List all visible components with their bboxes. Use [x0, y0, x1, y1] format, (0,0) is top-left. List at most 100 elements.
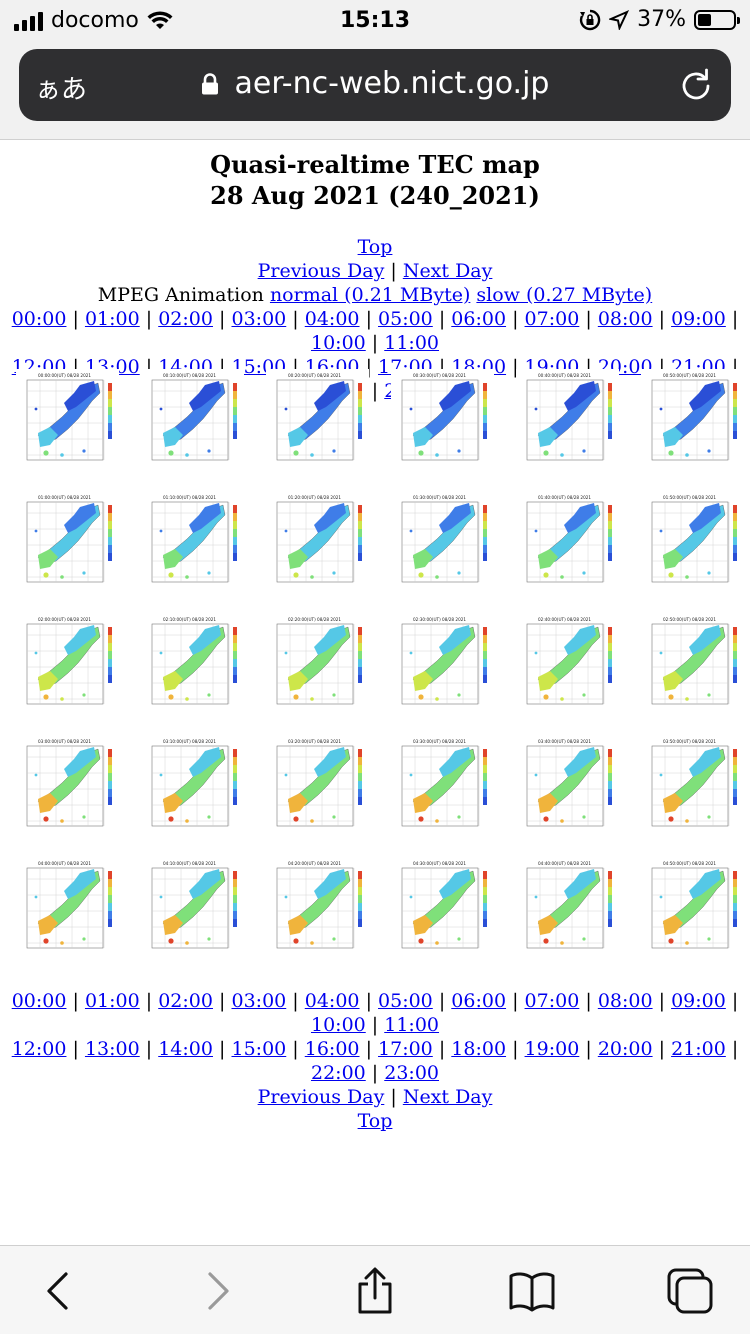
top-link[interactable]: Top — [357, 1110, 393, 1132]
hour-link[interactable]: 13:00 — [84, 1038, 140, 1060]
tec-map-image: 02:40:00(UT) 08/28 2021 — [526, 617, 612, 705]
tec-map-thumbnail[interactable]: 03:40:00(UT) 08/28 2021 — [516, 735, 619, 838]
previous-day-link[interactable]: Previous Day — [257, 260, 385, 282]
hour-link[interactable]: 14:00 — [158, 1038, 213, 1060]
tec-map-thumbnail[interactable]: 00:30:00(UT) 08/28 2021 — [391, 369, 494, 472]
tec-map-thumbnail[interactable]: 01:00:00(UT) 08/28 2021 — [16, 491, 119, 594]
tec-map-thumbnail[interactable]: 04:10:00(UT) 08/28 2021 — [141, 857, 244, 960]
hour-link[interactable]: 10:00 — [310, 1014, 366, 1036]
hour-link[interactable]: 07:00 — [524, 308, 580, 330]
address-bar[interactable]: ぁあ aer-nc-web.nict.go.jp — [19, 49, 731, 121]
tec-map-thumbnail[interactable]: 03:10:00(UT) 08/28 2021 — [141, 735, 244, 838]
tec-map-thumbnail[interactable]: 04:30:00(UT) 08/28 2021 — [391, 857, 494, 960]
hour-link[interactable]: 18:00 — [451, 1038, 507, 1060]
tec-map-thumbnail[interactable]: 04:40:00(UT) 08/28 2021 — [516, 857, 619, 960]
next-day-link[interactable]: Next Day — [402, 260, 493, 282]
hour-link[interactable]: 05:00 — [378, 308, 433, 330]
tec-map-thumbnail[interactable]: 01:20:00(UT) 08/28 2021 — [266, 491, 369, 594]
reload-icon[interactable] — [679, 67, 713, 101]
hour-link[interactable]: 03:00 — [231, 308, 287, 330]
tec-map-thumbnail[interactable]: 04:00:00(UT) 08/28 2021 — [16, 857, 119, 960]
separator: | — [658, 356, 666, 378]
tec-map-thumbnail[interactable]: 01:10:00(UT) 08/28 2021 — [141, 491, 244, 594]
previous-day-link[interactable]: Previous Day — [257, 1086, 385, 1108]
map-timestamp: 03:50:00(UT) 08/28 2021 — [663, 739, 716, 744]
tec-map-thumbnail[interactable]: 04:20:00(UT) 08/28 2021 — [266, 857, 369, 960]
mpeg-normal-link[interactable]: normal (0.21 MByte) — [269, 284, 471, 306]
back-button[interactable] — [33, 1266, 83, 1316]
location-icon — [609, 9, 630, 30]
tec-map-thumbnail[interactable]: 04:50:00(UT) 08/28 2021 — [641, 857, 744, 960]
tec-map-thumbnail[interactable]: 02:50:00(UT) 08/28 2021 — [641, 613, 744, 716]
tec-map-thumbnail[interactable]: 01:30:00(UT) 08/28 2021 — [391, 491, 494, 594]
tec-map-thumbnail[interactable]: 03:50:00(UT) 08/28 2021 — [641, 735, 744, 838]
hour-link[interactable]: 16:00 — [304, 1038, 360, 1060]
tec-map-thumbnail[interactable]: 00:10:00(UT) 08/28 2021 — [141, 369, 244, 472]
url-display[interactable]: aer-nc-web.nict.go.jp — [19, 66, 731, 101]
text-size-button[interactable]: ぁあ — [35, 75, 88, 105]
map-row: 00:00:00(UT) 08/28 2021 00:10:00(UT) 08/2… — [16, 369, 744, 472]
separator: | — [512, 1038, 519, 1060]
hour-link[interactable]: 08:00 — [597, 308, 653, 330]
tec-map-thumbnail[interactable]: 00:20:00(UT) 08/28 2021 — [266, 369, 369, 472]
hour-link[interactable]: 11:00 — [384, 1014, 440, 1036]
hour-link[interactable]: 01:00 — [84, 990, 140, 1012]
hour-link[interactable]: 04:00 — [304, 990, 360, 1012]
tec-map-image: 01:00:00(UT) 08/28 2021 — [26, 495, 112, 583]
tec-map-thumbnail[interactable]: 02:10:00(UT) 08/28 2021 — [141, 613, 244, 716]
hour-link[interactable]: 19:00 — [524, 1038, 580, 1060]
hour-link[interactable]: 01:00 — [84, 308, 140, 330]
next-day-link[interactable]: Next Day — [402, 1086, 493, 1108]
hour-link[interactable]: 10:00 — [310, 332, 366, 354]
hour-link[interactable]: 06:00 — [451, 990, 507, 1012]
hour-link[interactable]: 09:00 — [671, 990, 726, 1012]
forward-button[interactable] — [193, 1266, 243, 1316]
separator: | — [365, 1038, 372, 1060]
hour-link[interactable]: 03:00 — [231, 990, 287, 1012]
tec-map-thumbnail[interactable]: 00:40:00(UT) 08/28 2021 — [516, 369, 619, 472]
tec-map-thumbnail[interactable]: 01:40:00(UT) 08/28 2021 — [516, 491, 619, 594]
hour-links-row-2: 12:00 | 13:00 | 14:00 | 15:00 | 16:00 | … — [0, 1037, 750, 1085]
tec-map-thumbnail[interactable]: 00:50:00(UT) 08/28 2021 — [641, 369, 744, 472]
hour-link[interactable]: 15:00 — [231, 1038, 287, 1060]
hour-link[interactable]: 11:00 — [384, 332, 440, 354]
share-button[interactable] — [350, 1266, 400, 1316]
hour-link[interactable]: 02:00 — [158, 308, 213, 330]
tec-map-thumbnail[interactable]: 02:30:00(UT) 08/28 2021 — [391, 613, 494, 716]
hour-link[interactable]: 04:00 — [304, 308, 360, 330]
hour-link[interactable]: 00:00 — [11, 308, 67, 330]
hour-link[interactable]: 00:00 — [11, 990, 67, 1012]
hour-link[interactable]: 21:00 — [671, 1038, 726, 1060]
map-timestamp: 01:10:00(UT) 08/28 2021 — [163, 495, 216, 500]
tec-map-thumbnail[interactable]: 02:00:00(UT) 08/28 2021 — [16, 613, 119, 716]
top-link[interactable]: Top — [357, 236, 393, 258]
tec-map-thumbnail[interactable]: 01:50:00(UT) 08/28 2021 — [641, 491, 744, 594]
hour-link[interactable]: 17:00 — [378, 1038, 433, 1060]
tec-map-thumbnail[interactable]: 02:20:00(UT) 08/28 2021 — [266, 613, 369, 716]
hour-link[interactable]: 06:00 — [451, 308, 507, 330]
tec-map-thumbnail[interactable]: 03:00:00(UT) 08/28 2021 — [16, 735, 119, 838]
tec-map-thumbnail[interactable]: 02:40:00(UT) 08/28 2021 — [516, 613, 619, 716]
chevron-left-icon — [47, 1272, 68, 1310]
separator: | — [512, 990, 519, 1012]
mpeg-slow-link[interactable]: slow (0.27 MByte) — [476, 284, 653, 306]
hour-link[interactable]: 09:00 — [671, 308, 726, 330]
tec-map-thumbnail[interactable]: 03:30:00(UT) 08/28 2021 — [391, 735, 494, 838]
hour-link[interactable]: 22:00 — [310, 1062, 366, 1084]
hour-link[interactable]: 12:00 — [11, 1038, 67, 1060]
separator: | — [731, 1038, 739, 1060]
hour-link[interactable]: 05:00 — [378, 990, 433, 1012]
tabs-button[interactable] — [665, 1266, 715, 1316]
map-timestamp: 04:30:00(UT) 08/28 2021 — [413, 861, 466, 866]
map-timestamp: 01:20:00(UT) 08/28 2021 — [288, 495, 341, 500]
hour-link[interactable]: 02:00 — [158, 990, 213, 1012]
hour-link[interactable]: 08:00 — [597, 990, 653, 1012]
bookmarks-button[interactable] — [507, 1266, 557, 1316]
tec-map-image: 04:30:00(UT) 08/28 2021 — [401, 861, 487, 949]
tec-map-thumbnail[interactable]: 00:00:00(UT) 08/28 2021 — [16, 369, 119, 472]
hour-link[interactable]: 20:00 — [597, 1038, 653, 1060]
tec-map-thumbnail[interactable]: 03:20:00(UT) 08/28 2021 — [266, 735, 369, 838]
hour-link[interactable]: 23:00 — [384, 1062, 440, 1084]
status-time: 15:13 — [339, 8, 411, 33]
hour-link[interactable]: 07:00 — [524, 990, 580, 1012]
